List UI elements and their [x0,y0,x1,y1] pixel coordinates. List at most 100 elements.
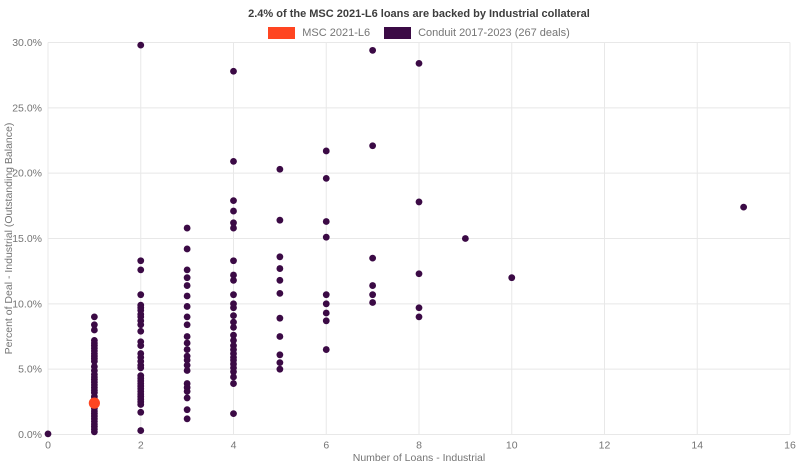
x-tick-label: 8 [416,440,422,452]
scatter-point [230,291,237,299]
scatter-point [183,266,191,274]
scatter-point [90,428,98,436]
scatter-point [137,427,145,434]
scatter-point [183,339,191,347]
y-tick-label: 30.0% [12,37,42,49]
scatter-point [90,357,98,365]
x-tick-label: 6 [323,440,329,452]
x-tick-label: 10 [506,440,518,452]
scatter-point [230,368,237,376]
scatter-point [183,321,191,329]
scatter-point [276,253,284,261]
y-axis-title: Percent of Deal - Industrial (Outstandin… [3,123,15,355]
scatter-point [90,313,98,321]
scatter-point [230,312,237,319]
y-tick-label: 5.0% [18,364,42,376]
scatter-point [137,401,145,408]
scatter-point [137,321,145,329]
msc-highlight-point [88,397,100,409]
scatter-point [90,326,98,334]
scatter-point [230,373,237,381]
scatter-point [183,224,191,232]
scatter-point [230,318,237,326]
scatter-point [322,147,330,155]
scatter-point [183,356,191,364]
legend-swatch-icon [268,27,296,39]
y-tick-label: 20.0% [12,168,42,180]
scatter-point [137,408,145,416]
scatter-point [230,337,237,344]
scatter-point [137,257,145,265]
scatter-point [276,216,284,224]
scatter-point [276,265,284,272]
scatter-point [415,270,423,278]
legend-label: MSC 2021-L6 [302,27,371,39]
legend: MSC 2021-L6 Conduit 2017-2023 (267 deals) [48,27,790,39]
scatter-point [137,342,145,350]
scatter-point [230,67,237,75]
scatter-point [415,304,423,312]
scatter-point [230,276,237,284]
scatter-point [276,289,284,297]
scatter-point [183,292,191,300]
scatter-point [369,299,377,306]
scatter-point [183,313,191,321]
scatter-point [230,197,237,205]
scatter-point [183,367,191,374]
x-tick-label: 4 [231,440,237,452]
scatter-point [183,387,191,395]
scatter-point [183,415,191,423]
scatter-point [183,394,191,402]
scatter-point [369,291,377,299]
scatter-point [276,351,284,359]
scatter-point [369,46,377,54]
scatter-point [137,327,145,335]
scatter-point [230,323,237,331]
scatter-point [137,291,145,299]
scatter-point [276,165,284,173]
scatter-point [230,410,237,417]
scatter-point [276,314,284,322]
scatter-point [230,219,237,227]
scatter-point [137,364,145,372]
scatter-point [230,207,237,215]
scatter-point [230,271,237,279]
scatter-point [322,317,330,325]
scatter-point [183,274,191,282]
scatter-point [183,346,191,353]
scatter-point [322,300,330,308]
x-tick-label: 12 [599,440,611,452]
scatter-point [461,235,469,242]
legend-label: Conduit 2017-2023 (267 deals) [418,27,570,39]
scatter-point [276,359,284,367]
y-tick-label: 25.0% [12,102,42,114]
scatter-point [415,60,423,67]
scatter-point [183,245,191,253]
scatter-point [183,333,191,340]
scatter-point [183,282,191,289]
scatter-point [322,233,330,241]
legend-swatch-icon [384,27,412,39]
scatter-point [322,346,330,353]
scatter-point [44,430,52,438]
scatter-point [415,198,423,206]
scatter-point [369,254,377,262]
scatter-point [508,274,516,282]
scatter-point [369,142,377,150]
scatter-point [230,224,237,232]
scatter-point [322,174,330,182]
scatter-point [369,282,377,289]
scatter-point [230,380,237,387]
x-axis-title: Number of Loans - Industrial [353,452,485,464]
y-tick-label: 0.0% [18,429,42,441]
scatter-point [276,365,284,373]
y-tick-label: 15.0% [12,233,42,245]
scatter-point [322,309,330,317]
scatter-point [276,276,284,284]
y-tick-label: 10.0% [12,298,42,310]
chart-title: 2.4% of the MSC 2021-L6 loans are backed… [248,8,590,20]
legend-item: Conduit 2017-2023 (267 deals) [384,27,570,39]
scatter-point [230,304,237,312]
